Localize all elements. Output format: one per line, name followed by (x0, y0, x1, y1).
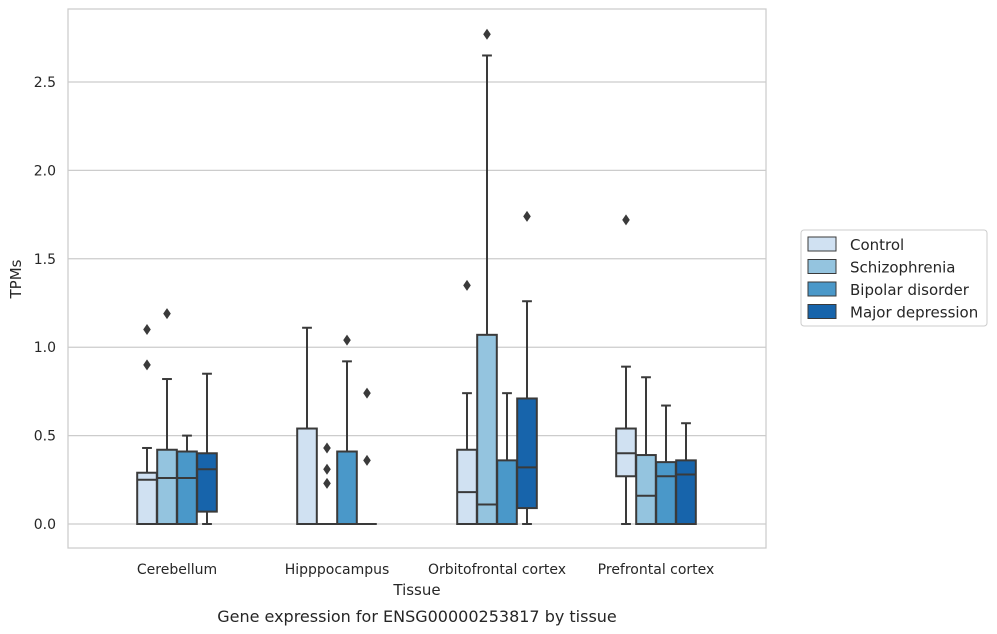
legend-swatch (807, 304, 837, 319)
outlier-point (323, 463, 331, 475)
legend-swatch (807, 259, 837, 274)
legend-swatch (807, 236, 837, 252)
box-body (655, 461, 677, 525)
box-schizophrenia (317, 442, 337, 525)
x-axis-label: Tissue (392, 581, 440, 599)
outlier-point (483, 28, 491, 40)
box-control (136, 324, 158, 525)
outlier-point (523, 210, 531, 222)
chart-caption: Gene expression for ENSG00000253817 by t… (217, 607, 617, 626)
outlier-point (163, 308, 171, 320)
box-body (496, 459, 518, 525)
outlier-point (323, 477, 331, 489)
legend-frame (800, 229, 988, 327)
box-bipolar-disorder (176, 434, 198, 525)
box-body (675, 459, 697, 525)
outlier-point (463, 279, 471, 291)
outlier-point (363, 387, 371, 399)
outlier-point (143, 324, 151, 336)
y-axis-label: TPMs (7, 259, 25, 299)
legend-label: Bipolar disorder (850, 281, 970, 299)
box-body (456, 448, 478, 525)
outlier-point (622, 214, 630, 226)
box-major-depression (516, 210, 538, 525)
legend-swatch (807, 281, 837, 297)
box-bipolar-disorder (496, 392, 518, 525)
box-body (476, 333, 498, 525)
box-body (516, 397, 538, 510)
box-control (296, 326, 318, 526)
y-tick-label: 2.5 (34, 75, 56, 91)
plot-area-frame (67, 8, 767, 549)
box-bipolar-disorder (336, 334, 358, 525)
box-body (336, 450, 358, 525)
box-schizophrenia (156, 308, 178, 525)
x-tick-label: Cerebellum (137, 562, 217, 578)
legend-label: Control (850, 236, 904, 254)
box-body (176, 450, 198, 525)
box-schizophrenia (476, 28, 498, 525)
box-major-depression (196, 372, 218, 525)
box-body (296, 427, 318, 526)
x-axis-ticks: Cerebellum Hipppocampus Orbitofrontal cort… (137, 562, 714, 578)
box-groups (136, 28, 697, 526)
box-major-depression (357, 387, 377, 525)
x-tick-label: Orbitofrontal cortex (428, 562, 566, 578)
y-tick-label: 2.0 (34, 163, 56, 179)
legend-label: Major depression (850, 304, 978, 322)
y-tick-label: 1.0 (34, 340, 56, 356)
box-control (456, 279, 478, 525)
box-control (615, 214, 637, 525)
y-axis-ticks: 0.0 0.5 1.0 1.5 2.0 2.5 (34, 75, 56, 533)
outlier-point (363, 454, 371, 466)
y-tick-label: 0.0 (34, 517, 56, 533)
x-tick-label: Hipppocampus (285, 562, 390, 578)
outlier-point (343, 334, 351, 346)
box-major-depression (675, 422, 697, 525)
outlier-point (143, 359, 151, 371)
legend: Control Schizophrenia Bipolar disorder Majo… (800, 229, 988, 327)
box-body (156, 448, 178, 525)
legend-label: Schizophrenia (850, 259, 955, 277)
outlier-point (323, 442, 331, 454)
box-bipolar-disorder (655, 404, 677, 525)
box-body (635, 454, 657, 526)
box-body (196, 452, 218, 513)
x-tick-label: Prefrontal cortex (598, 562, 715, 578)
box-schizophrenia (635, 376, 657, 526)
y-tick-label: 1.5 (34, 252, 56, 268)
y-tick-label: 0.5 (34, 429, 56, 445)
